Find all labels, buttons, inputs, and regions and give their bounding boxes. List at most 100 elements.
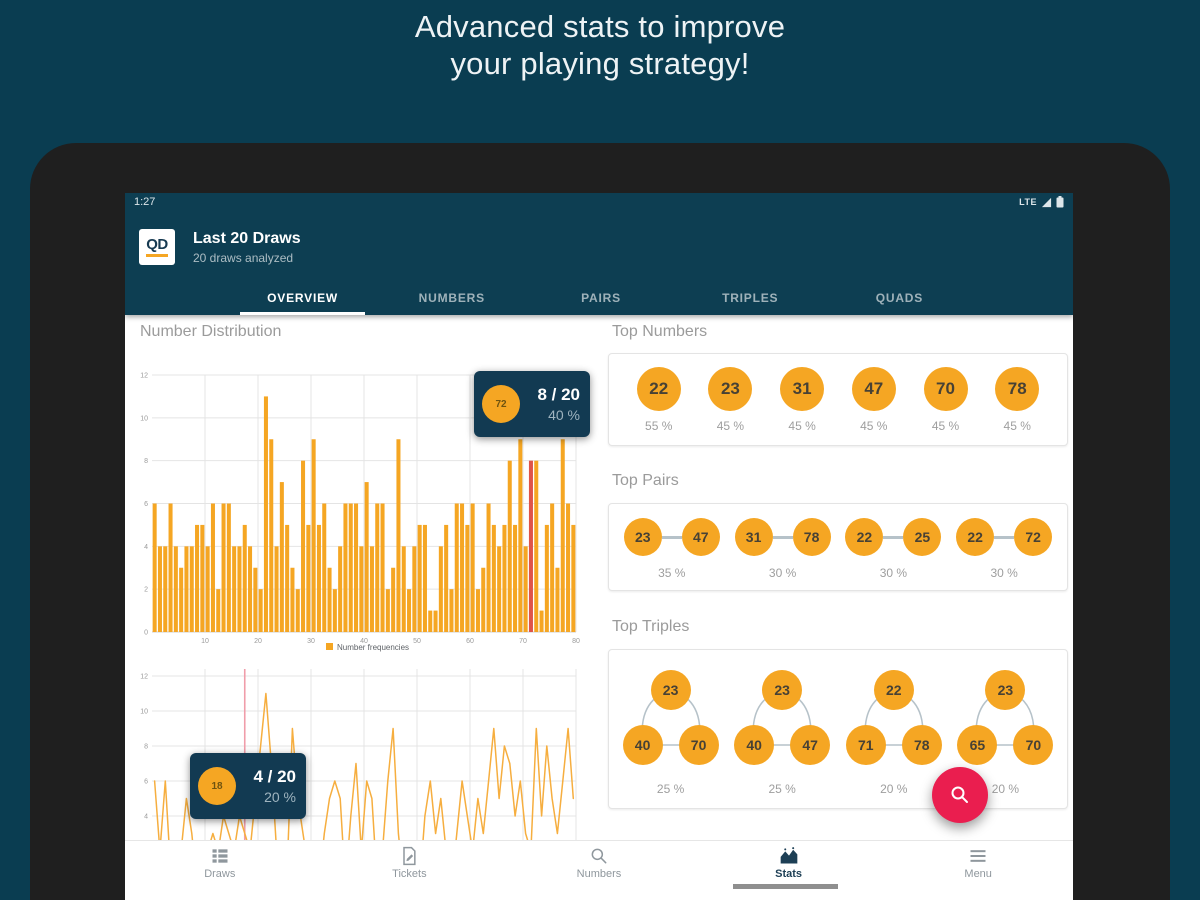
number-chip: 47	[681, 518, 720, 556]
number-distribution-bar-chart[interactable]: 0 2 4 6 8 10 12 10 20 30 40 50 60 70 80 Number frequenc…	[133, 363, 589, 655]
nav-label: Numbers	[576, 867, 622, 880]
network-type-label: LTE	[1019, 197, 1037, 207]
triple-percent: 25 %	[656, 782, 685, 796]
top-pair-item: 22 25 30 %	[845, 518, 942, 580]
section-title-top-triples: Top Triples	[612, 618, 690, 635]
pair-connector	[994, 535, 1015, 539]
ticket-edit-icon	[403, 846, 416, 865]
svg-text:20: 20	[254, 638, 262, 645]
nav-label: Draws	[204, 867, 236, 880]
promo-text: Advanced stats to improve your playing s…	[0, 8, 1200, 82]
nav-item-numbers[interactable]: Numbers	[504, 841, 694, 884]
svg-text:0: 0	[144, 630, 148, 637]
number-percent: 45 %	[716, 419, 745, 433]
pair-percent: 30 %	[768, 566, 797, 580]
number-chip: 47	[851, 367, 896, 411]
svg-text:10: 10	[201, 638, 209, 645]
svg-text:10: 10	[140, 709, 148, 716]
tab-triples[interactable]: TRIPLES	[722, 291, 779, 305]
top-number-item: 22 55 %	[636, 367, 681, 433]
number-chip: 23	[708, 367, 753, 411]
tab-pairs[interactable]: PAIRS	[581, 291, 621, 305]
number-chip: 70	[1013, 725, 1054, 765]
bottom-nav: Draws Tickets Numbers Stats	[125, 840, 1073, 884]
number-chip: 22	[845, 518, 884, 556]
top-pairs-card: 23 47 35 % 31 78 30 % 22 25	[608, 503, 1068, 591]
nav-label: Menu	[964, 867, 992, 880]
number-percent: 45 %	[1003, 419, 1031, 433]
number-chip: 22	[873, 670, 914, 710]
number-chip: 22	[956, 518, 995, 556]
number-chip: 71	[845, 725, 886, 765]
app-header: 1:27 LTE QD Last 20 Draws 20 draws analy…	[125, 193, 1073, 315]
top-number-item: 23 45 %	[708, 367, 753, 433]
top-triple-item: 23 40 47 25 %	[732, 664, 832, 806]
search-icon	[591, 848, 607, 863]
triple-percent: 25 %	[768, 782, 796, 796]
nav-item-draws[interactable]: Draws	[125, 841, 315, 884]
number-chip: 70	[923, 367, 968, 411]
number-chip: 31	[734, 518, 773, 556]
svg-text:2: 2	[144, 587, 148, 594]
number-chip: 23	[985, 670, 1026, 710]
svg-text:12: 12	[140, 373, 148, 380]
app-screen: 1:27 LTE QD Last 20 Draws 20 draws analy…	[125, 193, 1073, 900]
top-triple-item: 23 65 70 20 %	[955, 664, 1055, 806]
stats-chart-icon	[780, 846, 797, 863]
number-chip: 40	[622, 725, 663, 765]
pair-percent: 30 %	[990, 566, 1018, 580]
triple-percent: 20 %	[880, 782, 908, 796]
app-logo: QD	[139, 229, 175, 265]
nav-item-tickets[interactable]: Tickets	[315, 841, 505, 884]
nav-label: Stats	[775, 867, 803, 880]
top-number-item: 78 45 %	[995, 367, 1040, 433]
svg-text:8: 8	[144, 458, 148, 465]
tab-overview[interactable]: OVERVIEW	[228, 283, 377, 315]
number-chip: 65	[957, 725, 998, 765]
line-tooltip-value: 4 / 20	[253, 767, 296, 786]
svg-text:6: 6	[144, 779, 148, 786]
bar-tooltip-percent: 40 %	[548, 407, 580, 423]
pair-percent: 35 %	[658, 566, 686, 580]
search-fab-button[interactable]	[932, 767, 988, 823]
svg-text:4: 4	[144, 544, 148, 551]
tab-numbers[interactable]: NUMBERS	[418, 291, 485, 305]
pair-connector	[772, 535, 793, 539]
section-title-number-distribution: Number Distribution	[140, 323, 282, 340]
triple-percent: 20 %	[991, 782, 1020, 796]
number-chip: 78	[792, 518, 831, 556]
number-chip: 23	[762, 670, 803, 710]
tab-quads[interactable]: QUADS	[875, 291, 924, 305]
promo-line-1: Advanced stats to improve	[414, 9, 786, 44]
number-chip: 22	[636, 367, 681, 411]
nav-item-menu[interactable]: Menu	[883, 841, 1073, 884]
number-chip: 78	[901, 725, 942, 765]
scroll-indicator[interactable]	[733, 884, 838, 889]
number-distribution-line-chart[interactable]: 4 6 8 10 12	[133, 663, 589, 840]
nav-item-stats[interactable]: Stats	[694, 841, 884, 884]
svg-text:4: 4	[144, 814, 148, 821]
status-bar: 1:27 LTE	[125, 193, 1073, 211]
number-chip: 23	[650, 670, 691, 710]
line-tooltip-number-chip: 18	[198, 767, 236, 805]
svg-text:Number frequencies: Number frequencies	[337, 643, 409, 652]
line-tooltip-percent: 20 %	[264, 789, 296, 805]
svg-text:70: 70	[519, 638, 527, 645]
search-icon	[951, 786, 968, 803]
top-number-item: 47 45 %	[851, 367, 896, 433]
pair-connector	[661, 535, 682, 539]
number-chip: 47	[790, 725, 831, 765]
number-chip: 25	[903, 518, 942, 556]
pair-percent: 30 %	[879, 566, 908, 580]
svg-text:10: 10	[140, 415, 148, 422]
number-percent: 55 %	[645, 419, 673, 433]
number-chip: 31	[780, 367, 825, 411]
top-numbers-card: 22 55 % 23 45 % 31 45 % 47 45 % 70 45 % …	[608, 353, 1068, 446]
top-pair-item: 31 78 30 %	[734, 518, 831, 580]
number-chip: 78	[995, 367, 1040, 411]
draws-list-icon	[212, 848, 228, 863]
top-triple-item: 23 40 70 25 %	[621, 664, 721, 806]
svg-text:40: 40	[360, 638, 368, 645]
top-number-item: 31 45 %	[780, 367, 825, 433]
number-chip: 40	[734, 725, 775, 765]
